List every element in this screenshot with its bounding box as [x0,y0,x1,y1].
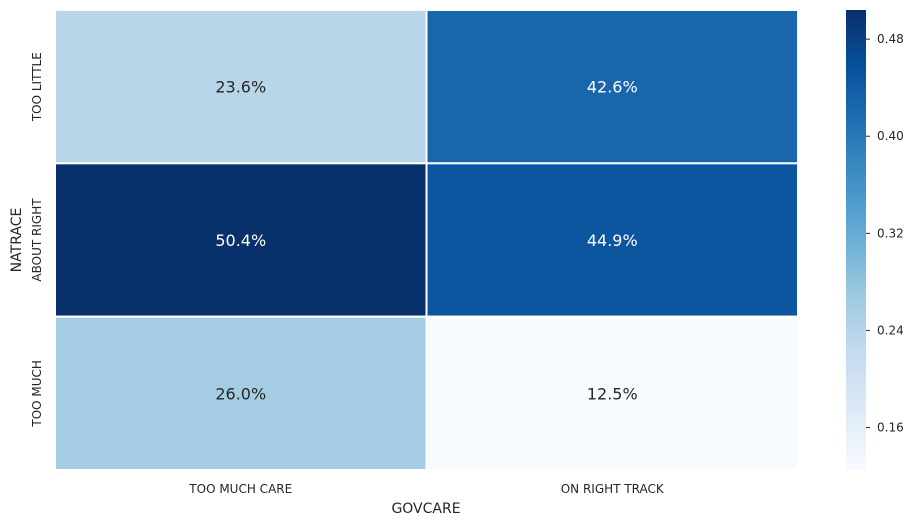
cell-value-label: 44.9% [587,231,638,250]
heatmap-cells [54,9,799,471]
cell-value-label: 12.5% [587,384,638,403]
y-axis-label: NATRACE [9,208,25,273]
colorbar-tick-label: 0.32 [877,226,904,240]
colorbar [846,10,866,470]
cell-value-label: 50.4% [215,231,266,250]
x-axis-label: GOVCARE [391,501,460,517]
x-tick-label: ON RIGHT TRACK [561,482,665,496]
colorbar-tick-label: 0.16 [877,421,904,435]
heatmap-cell [425,162,799,318]
cell-value-label: 23.6% [215,78,266,97]
y-tick-label: TOO LITTLE [30,52,44,122]
x-tick-label: TOO MUCH CARE [188,482,292,496]
colorbar-tick-label: 0.40 [877,129,904,143]
y-axis-ticks: TOO LITTLE ABOUT RIGHT TOO MUCH [30,52,44,427]
colorbar-ticks: 0.16 0.24 0.32 0.40 0.48 [866,32,904,435]
heatmap-cell [425,9,799,165]
heatmap-cell [54,9,428,165]
heatmap-cell [425,315,799,471]
heatmap-cell-labels: 23.6% 42.6% 50.4% 44.9% 26.0% 12.5% [215,78,637,404]
heatmap-cell [54,162,428,318]
x-axis-ticks: TOO MUCH CARE ON RIGHT TRACK [188,482,665,496]
y-tick-label: TOO MUCH [30,360,44,428]
y-tick-label: ABOUT RIGHT [30,198,44,282]
colorbar-tick-label: 0.48 [877,32,904,46]
colorbar-tick-label: 0.24 [877,323,904,337]
cell-value-label: 26.0% [215,384,266,403]
cell-value-label: 42.6% [587,78,638,97]
heatmap-cell [54,315,428,471]
